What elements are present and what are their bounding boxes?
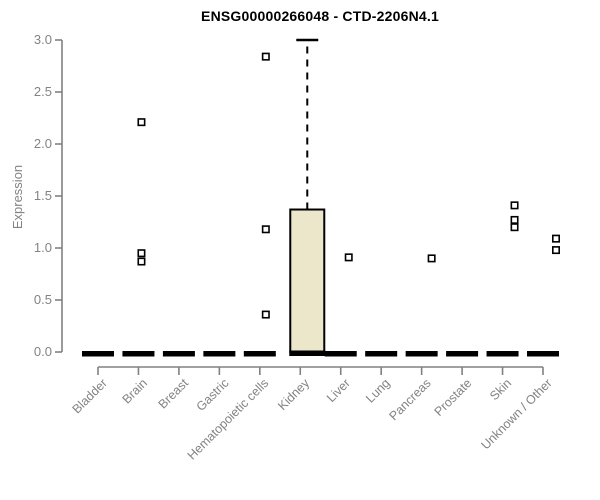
median-line [203,351,236,357]
y-tick-label: 3.0 [33,32,52,47]
outlier-point [510,223,519,232]
median-line [446,351,479,357]
outlier-point [551,246,560,255]
median-line [162,351,195,357]
outlier-point [137,257,146,266]
outlier-point [137,249,146,258]
outlier-point [137,118,146,127]
median-line [289,350,326,356]
median-line [122,351,155,357]
outlier-point [427,254,436,263]
y-tick-label: 0.5 [33,292,52,307]
outlier-point [261,52,270,61]
box-kidney [289,208,326,353]
y-tick-label: 2.5 [33,84,52,99]
median-line [365,351,398,357]
outlier-point [510,215,519,224]
median-line [82,351,114,357]
median-line [527,351,559,357]
y-tick-label: 1.5 [33,188,52,203]
y-tick-label: 0.0 [33,344,52,359]
median-line [486,351,519,357]
median-line [405,351,438,357]
median-line [243,351,276,357]
outlier-point [261,310,270,319]
y-tick-label: 2.0 [33,136,52,151]
y-tick-label: 1.0 [33,240,52,255]
outlier-point [510,201,519,210]
chart-title: ENSG00000266048 - CTD-2206N4.1 [201,8,439,24]
outlier-point [261,225,270,234]
median-line [324,351,357,357]
outlier-point [551,234,560,243]
outlier-point [344,253,353,262]
